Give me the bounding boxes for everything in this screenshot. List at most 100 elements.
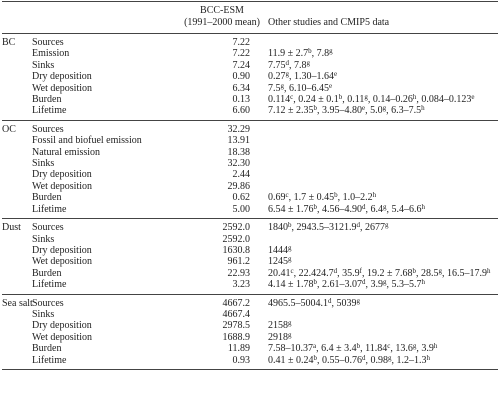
other-header: Other studies and CMIP5 data <box>268 17 390 28</box>
reference: h <box>433 342 438 351</box>
other-text: , 6.3–7.5 <box>386 105 422 117</box>
reference: g <box>383 202 387 211</box>
period-header: (1991–2000 mean) <box>184 17 260 28</box>
other-text: , 0.24 ± 0.1 <box>293 94 339 106</box>
row: Wet deposition 29.86 <box>2 181 498 192</box>
reference: b <box>334 191 338 200</box>
item: Sources <box>32 222 64 234</box>
other-text: , 5.3–5.7 <box>386 279 422 291</box>
cell <box>2 355 32 370</box>
other-text: 0.41 ± 0.24 <box>268 354 314 366</box>
value: 2592.0 <box>222 233 251 245</box>
item: Wet deposition <box>32 82 93 94</box>
item: Wet deposition <box>32 256 93 268</box>
other-text: , 0.14–0.26 <box>367 94 413 106</box>
reference: g <box>280 81 285 90</box>
value: 22.93 <box>227 267 251 279</box>
group-name: BC <box>2 37 16 48</box>
cell <box>2 343 32 354</box>
other-text: 0.27 <box>268 71 286 83</box>
cell <box>2 256 32 267</box>
other-cell: 4.14 ± 1.78b, 2.61–3.07d, 3.9g, 5.3–5.7h <box>262 279 498 294</box>
other-cell: 20.41c, 22.424.7d, 35.9f, 19.2 ± 7.68b, … <box>262 266 498 279</box>
reference: b <box>313 104 318 113</box>
cell <box>2 48 32 59</box>
row: Wet deposition 961.2 1245g <box>2 255 498 268</box>
other-text: 4.14 ± 1.78 <box>268 279 314 291</box>
row: Burden 0.62 0.69c, 1.7 ± 0.45b, 1.0–2.2h <box>2 191 498 204</box>
value: 1688.9 <box>222 331 251 343</box>
row: Lifetime 0.93 0.41 ± 0.24b, 0.55–0.76d, 0.… <box>2 353 498 370</box>
other-cell: 7.12 ± 2.35b, 3.95–4.80e, 5.0g, 6.3–7.5h <box>262 105 498 120</box>
other-cell <box>262 34 498 49</box>
other-cell <box>262 147 498 158</box>
item: Dry deposition <box>32 244 92 256</box>
other-text: , 3.95–4.80 <box>317 105 362 117</box>
item: Emission <box>32 48 70 60</box>
other-text: 2918 <box>268 331 288 343</box>
value: 0.93 <box>232 354 251 366</box>
reference: f <box>359 266 362 275</box>
reference: g <box>388 353 392 362</box>
other-text: , 4.56–4.90 <box>317 203 362 215</box>
reference: c <box>285 191 289 200</box>
reference: g <box>288 330 292 339</box>
other-text: , 1.7 ± 0.45 <box>288 192 335 204</box>
item: Lifetime <box>32 203 67 215</box>
item: Lifetime <box>32 279 67 291</box>
reference: b <box>412 266 416 275</box>
other-text: , 16.5–17.9 <box>441 267 487 279</box>
other-cell: 1245g <box>262 255 498 268</box>
reference: h <box>421 278 426 287</box>
other-text: , 0.98 <box>365 354 389 366</box>
row: Sinks 2592.0 <box>2 234 498 245</box>
other-text: 2158 <box>268 320 288 332</box>
row: Wet deposition 1688.9 2918g <box>2 330 498 343</box>
other-text: 7.75 <box>268 59 286 71</box>
other-text: , 7.8 <box>311 48 330 60</box>
reference: g <box>288 255 292 264</box>
cell <box>2 147 32 158</box>
reference: g <box>412 342 417 351</box>
reference: h <box>421 104 425 113</box>
value: 32.30 <box>227 158 251 170</box>
reference: e <box>329 81 333 90</box>
value: 29.86 <box>227 180 251 192</box>
row: Fossil and biofuel emission 13.91 <box>2 135 498 146</box>
value: 18.38 <box>227 146 251 158</box>
cell <box>2 245 32 256</box>
other-text: , 3.9 <box>365 279 384 291</box>
other-text: , 5.0 <box>365 105 383 117</box>
cell <box>2 320 32 331</box>
reference: h <box>486 266 491 275</box>
other-text: 7.12 ± 2.35 <box>268 105 314 117</box>
item: Burden <box>32 267 62 279</box>
row: Burden 22.93 20.41c, 22.424.7d, 35.9f, 19.… <box>2 266 498 279</box>
reference: b <box>308 47 312 56</box>
other-text: , 3.9 <box>416 343 434 355</box>
value: 2592.0 <box>222 222 251 234</box>
other-text: , 0.11 <box>342 94 365 106</box>
reference: d <box>362 278 366 287</box>
other-text: , 7.8 <box>289 59 307 71</box>
reference: c <box>290 266 294 275</box>
reference: c <box>387 342 391 351</box>
other-cell <box>262 120 498 135</box>
other-text: , 1.2–1.3 <box>391 354 427 366</box>
item: Sources <box>32 123 64 135</box>
value: 6.60 <box>232 105 251 117</box>
row: Natural emission 18.38 <box>2 147 498 158</box>
reference: d <box>362 202 366 211</box>
cell <box>2 279 32 294</box>
other-text: , 1.0–2.2 <box>337 192 373 204</box>
reference: g <box>288 243 292 252</box>
other-cell: 4965.5–5004.1d, 5039g <box>262 294 498 309</box>
value: 5.00 <box>232 203 251 215</box>
other-cell: 2158g <box>262 320 498 332</box>
cell <box>2 181 32 192</box>
item: Wet deposition <box>32 180 93 192</box>
row: Lifetime 5.00 6.54 ± 1.76b, 4.56–4.90d, 6.… <box>2 202 498 219</box>
value: 7.22 <box>232 48 251 60</box>
other-text: , 19.2 ± 7.68 <box>361 267 413 279</box>
reference: h <box>421 202 426 211</box>
